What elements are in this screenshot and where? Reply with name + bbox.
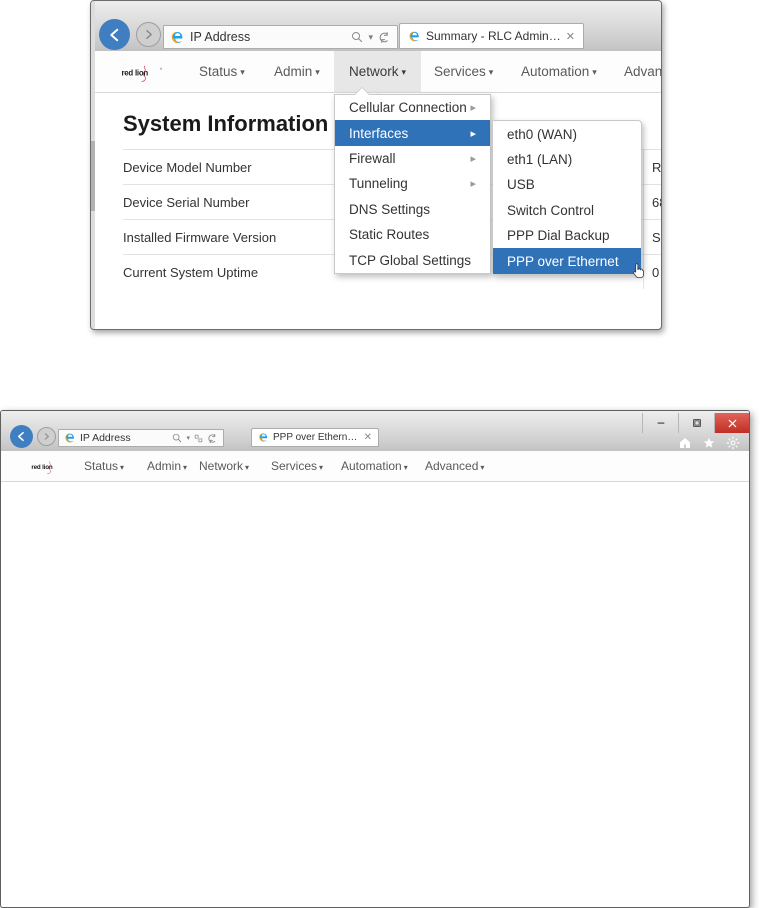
- svg-text:red lion: red lion: [31, 464, 52, 471]
- svg-text:®: ®: [160, 68, 162, 71]
